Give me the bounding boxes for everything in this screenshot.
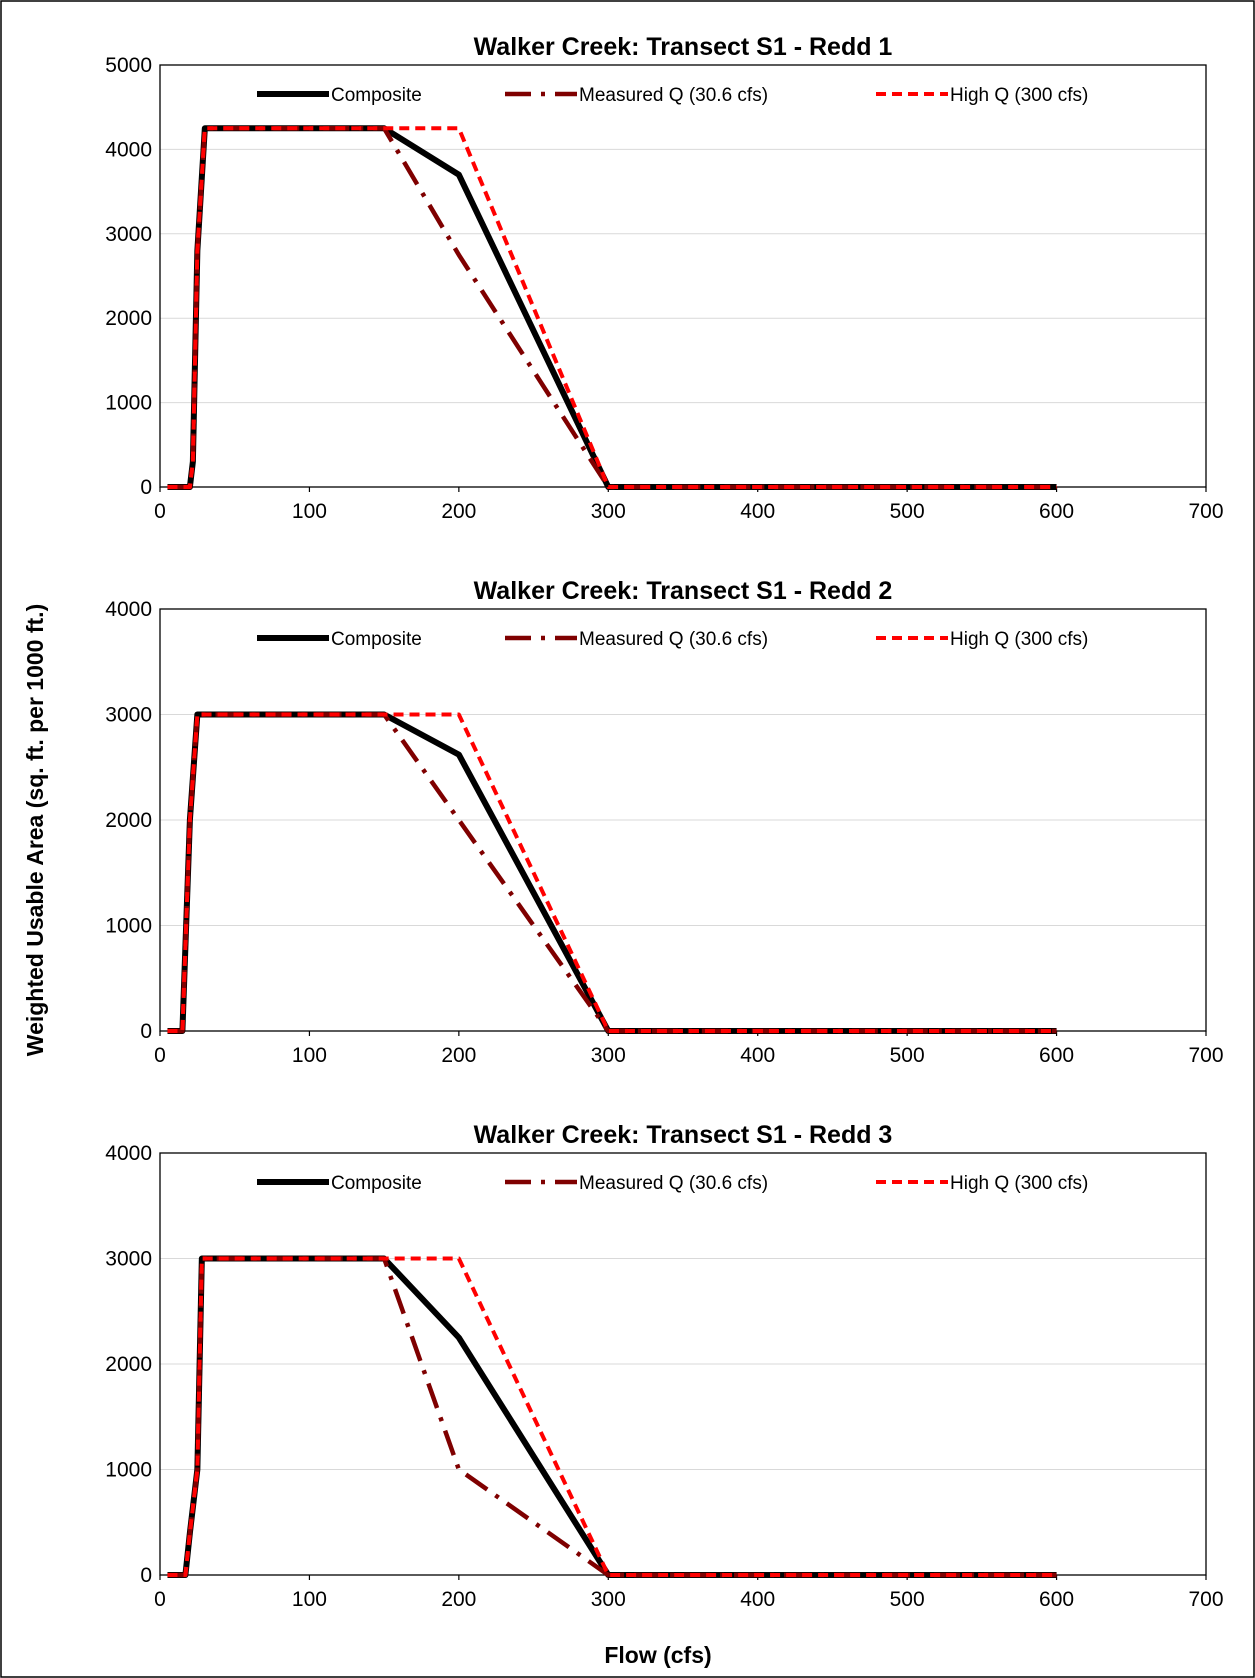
- x-tick-label: 200: [441, 1044, 476, 1067]
- x-tick-label: 0: [154, 1044, 166, 1067]
- x-axis-label: Flow (cfs): [604, 1642, 711, 1668]
- x-tick-label: 300: [591, 1588, 626, 1611]
- series-line-2: [167, 712, 1057, 1034]
- series-line-3: [167, 126, 1057, 489]
- y-tick-label: 1000: [105, 1459, 152, 1482]
- legend-label-3: High Q (300 cfs): [950, 1173, 1088, 1194]
- y-tick-label: 0: [140, 1564, 152, 1587]
- legend-label-1: Composite: [331, 629, 422, 650]
- y-axis-label: Weighted Usable Area (sq. ft. per 1000 f…: [22, 604, 48, 1056]
- x-tick-label: 700: [1188, 1044, 1223, 1067]
- y-tick-label: 4000: [105, 1142, 152, 1165]
- x-tick-label: 400: [740, 1588, 775, 1611]
- legend-label-3: High Q (300 cfs): [950, 85, 1088, 106]
- y-tick-label: 3000: [105, 223, 152, 246]
- y-tick-label: 4000: [105, 138, 152, 161]
- series-line-1: [167, 125, 1057, 490]
- legend-label-3: High Q (300 cfs): [950, 629, 1088, 650]
- x-tick-label: 700: [1188, 500, 1223, 523]
- chart-title: Walker Creek: Transect S1 - Redd 2: [474, 577, 893, 605]
- y-tick-label: 1000: [105, 392, 152, 415]
- series-line-3: [167, 712, 1057, 1033]
- legend-label-2: Measured Q (30.6 cfs): [579, 85, 768, 106]
- x-tick-label: 300: [591, 1044, 626, 1067]
- y-tick-label: 4000: [105, 598, 152, 621]
- y-tick-label: 3000: [105, 1248, 152, 1271]
- y-tick-label: 1000: [105, 915, 152, 938]
- chart-1: Walker Creek: Transect S1 - Redd 1010002…: [105, 33, 1223, 523]
- x-tick-label: 0: [154, 500, 166, 523]
- y-tick-label: 2000: [105, 307, 152, 330]
- x-tick-label: 600: [1039, 500, 1074, 523]
- series-line-3: [167, 1256, 1057, 1577]
- chart-3: Walker Creek: Transect S1 - Redd 3010002…: [105, 1121, 1223, 1611]
- series-line-2: [167, 1256, 1057, 1578]
- chart-2: Walker Creek: Transect S1 - Redd 2010002…: [105, 577, 1223, 1067]
- x-tick-label: 500: [890, 1588, 925, 1611]
- x-tick-label: 600: [1039, 1044, 1074, 1067]
- x-tick-label: 300: [591, 500, 626, 523]
- x-tick-label: 200: [441, 1588, 476, 1611]
- x-tick-label: 200: [441, 500, 476, 523]
- y-tick-label: 2000: [105, 809, 152, 832]
- y-tick-label: 0: [140, 1020, 152, 1043]
- legend-label-1: Composite: [331, 85, 422, 106]
- x-tick-label: 100: [292, 1044, 327, 1067]
- x-tick-label: 100: [292, 500, 327, 523]
- chart-title: Walker Creek: Transect S1 - Redd 3: [474, 1121, 893, 1149]
- x-tick-label: 500: [890, 1044, 925, 1067]
- x-tick-label: 100: [292, 1588, 327, 1611]
- chart-title: Walker Creek: Transect S1 - Redd 1: [474, 33, 893, 61]
- legend-label-1: Composite: [331, 1173, 422, 1194]
- x-tick-label: 500: [890, 500, 925, 523]
- y-tick-label: 5000: [105, 54, 152, 77]
- y-tick-label: 3000: [105, 704, 152, 727]
- x-tick-label: 600: [1039, 1588, 1074, 1611]
- y-tick-label: 2000: [105, 1353, 152, 1376]
- x-tick-label: 700: [1188, 1588, 1223, 1611]
- legend-label-2: Measured Q (30.6 cfs): [579, 1173, 768, 1194]
- x-tick-label: 0: [154, 1588, 166, 1611]
- y-tick-label: 0: [140, 476, 152, 499]
- series-line-2: [167, 126, 1057, 490]
- legend-label-2: Measured Q (30.6 cfs): [579, 629, 768, 650]
- x-tick-label: 400: [740, 1044, 775, 1067]
- series-line-1: [167, 1255, 1057, 1578]
- charts-container: Walker Creek: Transect S1 - Redd 1010002…: [105, 33, 1223, 1611]
- series-line-1: [167, 711, 1057, 1034]
- x-tick-label: 400: [740, 500, 775, 523]
